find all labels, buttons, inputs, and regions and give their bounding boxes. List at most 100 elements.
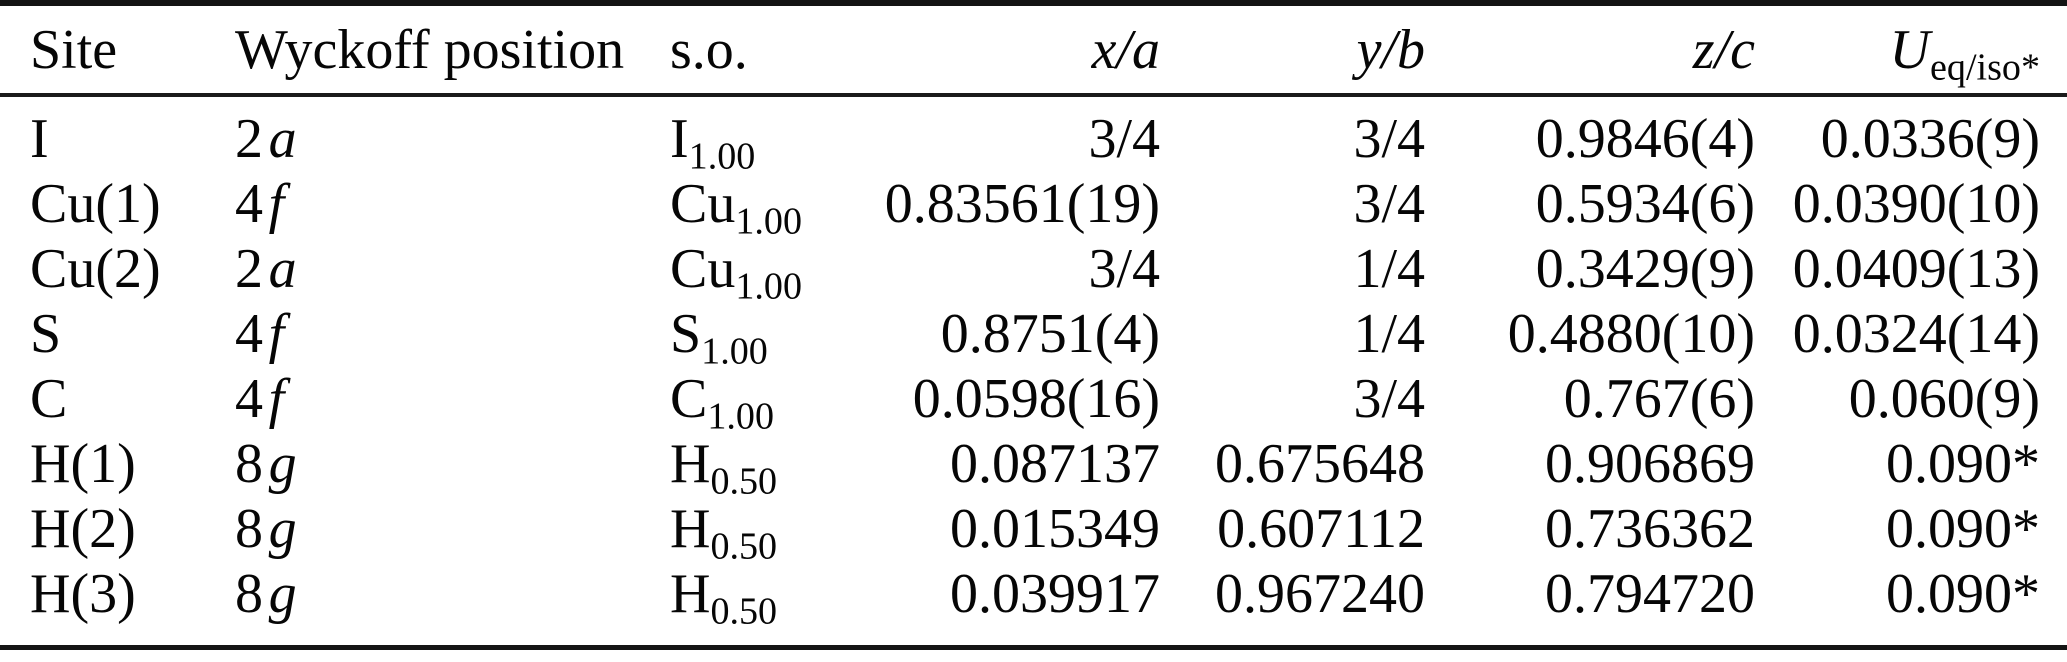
cell-x-over-a: 3/4 — [1088, 108, 1160, 170]
occupancy-value: 1.00 — [688, 135, 756, 178]
cell-site: I — [30, 108, 49, 170]
cell-site-occupancy: Cu1.00 — [670, 172, 830, 240]
cell-u-eq-iso: 0.090* — [1886, 498, 2040, 560]
wyckoff-letter: f — [268, 173, 285, 235]
wyckoff-multiplicity: 8 — [235, 498, 263, 560]
table-body: I 2a I1.00 3/4 3/4 0.9846(4) 0.0336(9) C… — [0, 95, 2067, 648]
cell-z-over-c: 0.906869 — [1545, 433, 1755, 495]
cell-y-over-b: 0.967240 — [1215, 563, 1425, 625]
table-row: Cu(1) 4f Cu1.00 0.83561(19) 3/4 0.5934(6… — [0, 172, 2067, 240]
cell-site: H(3) — [30, 563, 136, 625]
cell-x-over-a: 3/4 — [1088, 238, 1160, 300]
cell-x-over-a: 0.0598(16) — [912, 368, 1160, 430]
wyckoff-multiplicity: 8 — [235, 563, 263, 625]
cell-site: S — [30, 303, 62, 365]
cell-site-occupancy: H0.50 — [670, 497, 830, 565]
col-header-site: Site — [30, 18, 118, 81]
table-row: S 4f S1.00 0.8751(4) 1/4 0.4880(10) 0.03… — [0, 302, 2067, 370]
wyckoff-letter: f — [268, 368, 285, 430]
table-row: H(2) 8g H0.50 0.015349 0.607112 0.736362… — [0, 497, 2067, 565]
cell-y-over-b: 0.675648 — [1215, 433, 1425, 495]
cell-z-over-c: 0.5934(6) — [1535, 173, 1755, 235]
wyckoff-multiplicity: 4 — [235, 368, 263, 430]
cell-site-occupancy: H0.50 — [670, 562, 830, 648]
cell-x-over-a: 0.8751(4) — [940, 303, 1160, 365]
wyckoff-letter: a — [268, 108, 297, 170]
wyckoff-letter: g — [268, 498, 297, 560]
cell-wyckoff-position: 8g — [235, 562, 670, 648]
element-symbol: I — [670, 108, 689, 170]
cell-z-over-c: 0.794720 — [1545, 563, 1755, 625]
cell-site-occupancy: H0.50 — [670, 432, 830, 500]
element-symbol: Cu — [670, 173, 736, 235]
wyckoff-multiplicity: 4 — [235, 303, 263, 365]
cell-x-over-a: 0.039917 — [950, 563, 1160, 625]
cell-u-eq-iso: 0.060(9) — [1848, 368, 2040, 430]
table-row: H(3) 8g H0.50 0.039917 0.967240 0.794720… — [0, 562, 2067, 648]
cell-wyckoff-position: 2a — [235, 95, 670, 172]
cell-site-occupancy: I1.00 — [670, 95, 830, 175]
occupancy-value: 1.00 — [735, 200, 802, 243]
u-symbol: U — [1889, 18, 1930, 81]
cell-wyckoff-position: 2a — [235, 237, 670, 302]
table-row: C 4f C1.00 0.0598(16) 3/4 0.767(6) 0.060… — [0, 367, 2067, 435]
cell-site: H(2) — [30, 498, 136, 560]
cell-site-occupancy: S1.00 — [670, 302, 830, 370]
occupancy-value: 1.00 — [707, 395, 774, 438]
col-header-wyckoff: Wyckoff position — [235, 18, 625, 81]
wyckoff-letter: f — [268, 303, 285, 365]
table-row: I 2a I1.00 3/4 3/4 0.9846(4) 0.0336(9) — [0, 95, 2067, 175]
cell-y-over-b: 3/4 — [1353, 108, 1425, 170]
cell-z-over-c: 0.736362 — [1545, 498, 1755, 560]
wyckoff-multiplicity: 2 — [235, 108, 263, 170]
element-symbol: S — [670, 303, 702, 365]
cell-wyckoff-position: 8g — [235, 432, 670, 497]
cell-site: C — [30, 368, 68, 430]
col-header-x: x/a — [1091, 18, 1160, 81]
cell-wyckoff-position: 4f — [235, 172, 670, 237]
cell-y-over-b: 1/4 — [1353, 238, 1425, 300]
cell-u-eq-iso: 0.0336(9) — [1820, 108, 2040, 170]
wyckoff-multiplicity: 4 — [235, 173, 263, 235]
cell-u-eq-iso: 0.090* — [1886, 433, 2040, 495]
cell-y-over-b: 3/4 — [1353, 368, 1425, 430]
cell-wyckoff-position: 8g — [235, 497, 670, 562]
table-row: Cu(2) 2a Cu1.00 3/4 1/4 0.3429(9) 0.0409… — [0, 237, 2067, 305]
wyckoff-letter: g — [268, 563, 297, 625]
cell-y-over-b: 0.607112 — [1217, 498, 1425, 560]
cell-site: Cu(1) — [30, 173, 161, 235]
element-symbol: H — [670, 498, 711, 560]
col-header-y: y/b — [1356, 18, 1425, 81]
cell-x-over-a: 0.087137 — [950, 433, 1160, 495]
element-symbol: H — [670, 433, 711, 495]
wyckoff-letter: a — [268, 238, 297, 300]
cell-site-occupancy: Cu1.00 — [670, 237, 830, 305]
cell-y-over-b: 3/4 — [1353, 173, 1425, 235]
cell-x-over-a: 0.015349 — [950, 498, 1160, 560]
cell-x-over-a: 0.83561(19) — [884, 173, 1160, 235]
element-symbol: C — [670, 368, 708, 430]
occupancy-value: 0.50 — [710, 590, 778, 633]
cell-u-eq-iso: 0.090* — [1886, 563, 2040, 625]
cell-wyckoff-position: 4f — [235, 367, 670, 432]
wyckoff-multiplicity: 8 — [235, 433, 263, 495]
cell-z-over-c: 0.9846(4) — [1535, 108, 1755, 170]
col-header-u: Ueq/iso* — [1755, 3, 2067, 95]
col-header-so: s.o. — [670, 18, 748, 81]
cell-wyckoff-position: 4f — [235, 302, 670, 367]
occupancy-value: 1.00 — [735, 265, 802, 308]
u-subscript: eq/iso* — [1930, 45, 2040, 88]
cell-u-eq-iso: 0.0390(10) — [1792, 173, 2040, 235]
cell-site: H(1) — [30, 433, 136, 495]
cell-u-eq-iso: 0.0324(14) — [1792, 303, 2040, 365]
occupancy-value: 1.00 — [701, 330, 768, 373]
occupancy-value: 0.50 — [710, 525, 778, 568]
wyckoff-letter: g — [268, 433, 297, 495]
cell-z-over-c: 0.4880(10) — [1507, 303, 1755, 365]
element-symbol: H — [670, 563, 711, 625]
wyckoff-multiplicity: 2 — [235, 238, 263, 300]
table-header: Site Wyckoff position s.o. x/a y/b z/c U… — [0, 3, 2067, 95]
cell-site-occupancy: C1.00 — [670, 367, 830, 435]
header-row: Site Wyckoff position s.o. x/a y/b z/c U… — [0, 3, 2067, 95]
